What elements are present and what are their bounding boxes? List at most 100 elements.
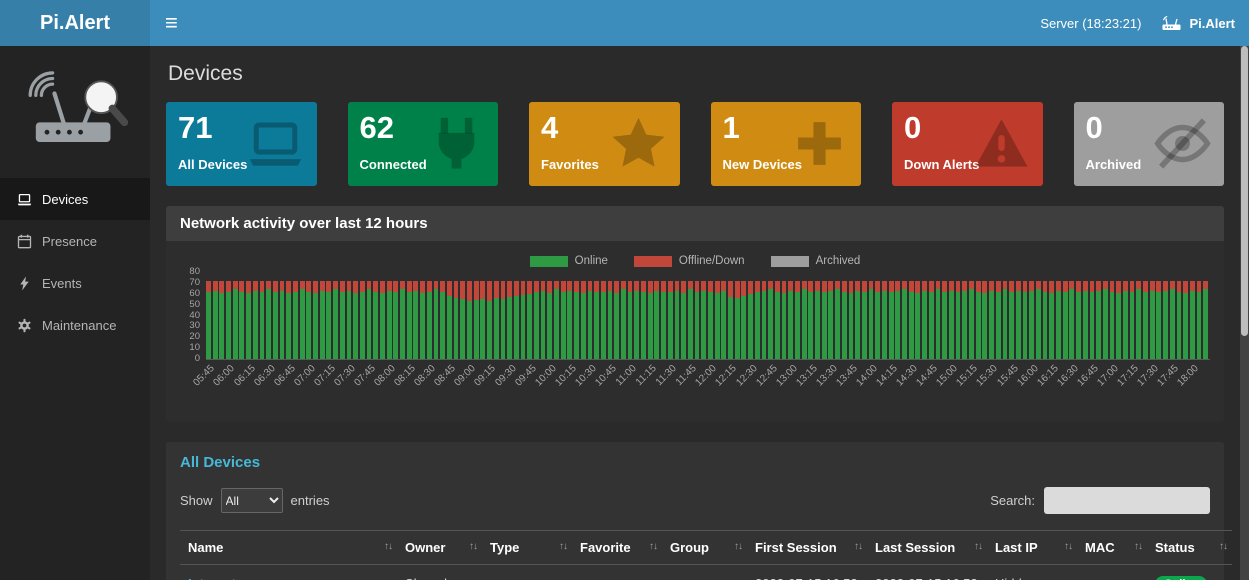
chart-bar [861, 280, 867, 359]
legend-online: Online [529, 255, 608, 267]
x-tick: 14:45 [914, 363, 940, 389]
x-tick: 18:00 [1175, 363, 1202, 389]
card-down-alerts[interactable]: 0 Down Alerts [892, 102, 1043, 186]
sort-icon[interactable]: ↑↓ [384, 541, 393, 552]
col-group[interactable]: Group ↑↓ [662, 530, 747, 565]
card-all-devices[interactable]: 71 All Devices [166, 102, 317, 186]
bolt-icon [17, 275, 32, 291]
chart-bar [272, 280, 278, 359]
legend-label: Archived [815, 255, 861, 267]
all-devices-title: All Devices [180, 454, 261, 471]
chart-bar [694, 280, 700, 359]
status-badge: Online [1155, 576, 1208, 580]
card-value: 62 [359, 110, 394, 145]
chart-bar [661, 280, 666, 359]
x-tick: 16:30 [1055, 363, 1081, 389]
chart-bar [1002, 280, 1008, 359]
star-icon [610, 115, 667, 172]
sort-icon[interactable]: ↑↓ [734, 541, 743, 552]
chart-x-axis: 05:45 06:00 06:15 06:30 06:45 07:00 07:15 07:30… [192, 360, 1210, 418]
col-type[interactable]: Type ↑↓ [482, 530, 572, 565]
sidebar-toggle-icon[interactable]: ≡ [165, 10, 178, 35]
chart-bar [1116, 280, 1122, 359]
x-tick: 17:00 [1095, 363, 1121, 389]
chart-bar [380, 280, 385, 359]
chart-bar [634, 280, 640, 359]
sort-icon[interactable]: ↑↓ [649, 541, 658, 552]
sidebar-item-maintenance[interactable]: Maintenance [0, 304, 150, 346]
chart-bar [326, 280, 332, 359]
y-tick: 0 [194, 353, 200, 364]
chart-bar [226, 280, 231, 359]
col-mac[interactable]: MAC ↑↓ [1077, 530, 1147, 565]
sort-icon[interactable]: ↑↓ [974, 541, 983, 552]
chart-bar [313, 280, 318, 359]
col-status[interactable]: Status ↑↓ [1147, 530, 1232, 565]
card-favorites[interactable]: 4 Favorites [529, 102, 680, 186]
user-menu[interactable]: Pi.Alert [1161, 15, 1235, 31]
chart-bar [1183, 280, 1189, 359]
col-first-session[interactable]: First Session ↑↓ [747, 530, 867, 565]
col-owner[interactable]: Owner ↑↓ [397, 530, 482, 565]
chart-area: 0 10 20 30 40 50 60 70 80 [180, 266, 1210, 364]
legend-offline-down: Offline/Down [633, 255, 745, 267]
cell-name[interactable]: Internet [180, 564, 397, 580]
chart-bar [359, 280, 365, 359]
col-last-ip[interactable]: Last IP ↑↓ [987, 530, 1077, 565]
card-new-devices[interactable]: 1 New Devices [710, 102, 861, 186]
sidebar-item-label: Maintenance [42, 317, 117, 333]
y-tick: 30 [189, 320, 200, 332]
sidebar-item-devices[interactable]: Devices [0, 178, 150, 220]
col-name[interactable]: Name ↑↓ [180, 530, 397, 565]
sidebar-item-events[interactable]: Events [0, 262, 150, 304]
sort-icon[interactable]: ↑↓ [854, 541, 863, 552]
sort-icon[interactable]: ↑↓ [469, 541, 478, 552]
chart-bar [674, 280, 680, 359]
chart-bar [533, 280, 539, 359]
chart-bar [1122, 280, 1128, 359]
x-tick: 11:45 [674, 363, 700, 388]
chart-bar [574, 280, 579, 359]
brand-logo[interactable]: Pi.Alert [0, 0, 150, 46]
col-last-session[interactable]: Last Session ↑↓ [867, 530, 987, 565]
chart-bar [989, 280, 994, 359]
y-tick: 70 [189, 276, 200, 288]
chart-bar [206, 280, 211, 359]
x-tick: 10:15 [553, 363, 579, 389]
chart-bar [266, 280, 272, 359]
chart-bar [554, 280, 559, 359]
chart-bar [406, 280, 412, 359]
sort-icon[interactable]: ↑↓ [1064, 541, 1073, 552]
chart-bar [922, 280, 927, 359]
chart-bar [868, 280, 874, 359]
scrollbar-thumb[interactable] [1241, 46, 1248, 336]
page-length-select[interactable]: All [220, 488, 283, 513]
card-label: Archived [1085, 156, 1142, 172]
page-scrollbar[interactable] [1240, 46, 1249, 580]
cell-type [482, 564, 572, 580]
sort-icon[interactable]: ↑↓ [559, 541, 568, 552]
chart-bar [1049, 280, 1055, 359]
sort-icon[interactable]: ↑↓ [1219, 541, 1228, 552]
card-connected[interactable]: 62 Connected [347, 102, 498, 186]
sort-icon[interactable]: ↑↓ [1134, 541, 1143, 552]
x-tick: 09:30 [492, 363, 519, 389]
chart-bar [413, 280, 419, 359]
chart-bar [1009, 280, 1014, 359]
chart-bar [815, 280, 820, 359]
chart-y-axis: 0 10 20 30 40 50 60 70 80 [180, 266, 206, 364]
card-archived[interactable]: 0 Archived [1073, 102, 1224, 186]
chart-bar [841, 280, 847, 359]
navbar-right: Server (18:23:21) Pi.Alert [1040, 15, 1249, 31]
search-input[interactable] [1044, 487, 1210, 514]
chart-bar [446, 280, 452, 359]
chart-bar [1143, 280, 1148, 359]
x-tick: 13:00 [773, 363, 800, 389]
chart-bar [1136, 280, 1142, 359]
chart-bar [888, 280, 894, 359]
chart-bar [1035, 280, 1041, 359]
chart-bar [647, 280, 653, 359]
col-favorite[interactable]: Favorite ↑↓ [572, 530, 662, 565]
chart-bar [567, 280, 573, 359]
sidebar-item-presence[interactable]: Presence [0, 220, 150, 262]
